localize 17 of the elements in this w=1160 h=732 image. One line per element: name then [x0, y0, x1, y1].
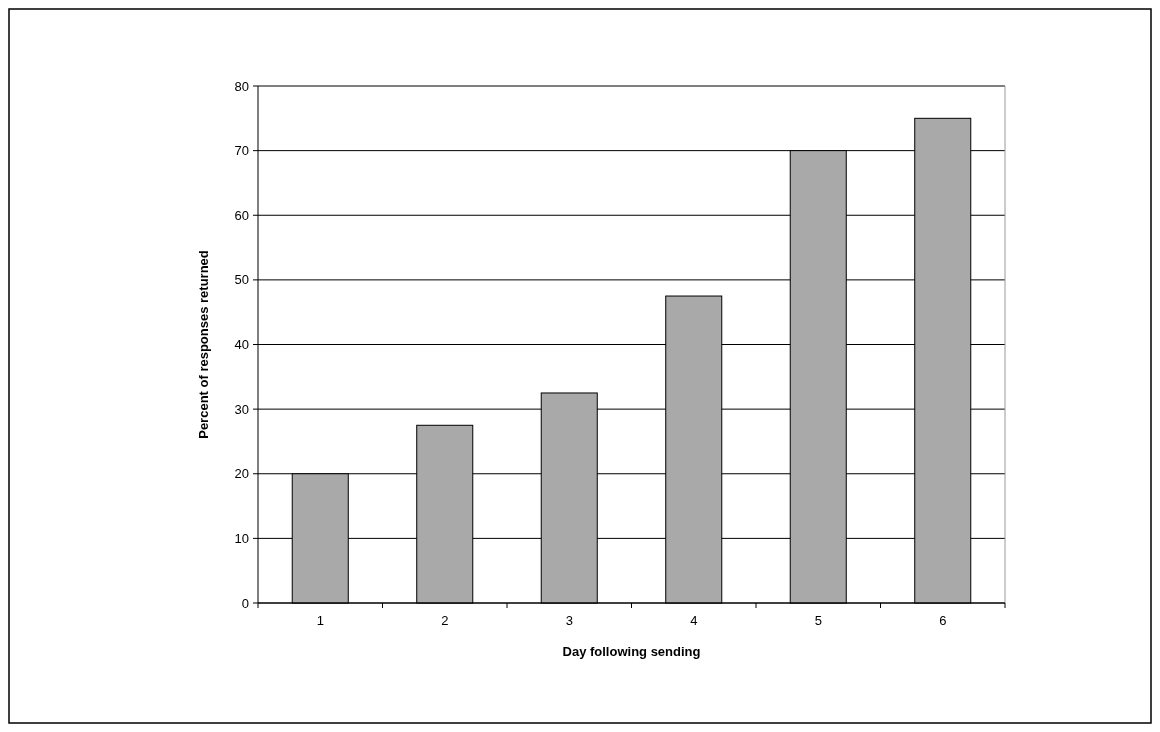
y-tick-label: 10 — [234, 530, 249, 546]
x-tick-label: 4 — [690, 613, 698, 628]
x-tick-label: 3 — [565, 613, 573, 628]
x-axis-title: Day following sending — [562, 644, 701, 659]
y-tick-label: 40 — [234, 337, 249, 353]
y-axis-title: Percent of responses returned — [196, 250, 211, 439]
x-tick-label: 1 — [316, 613, 324, 628]
x-tick-label: 6 — [939, 613, 947, 628]
y-tick-label: 0 — [241, 595, 249, 611]
x-tick-label: 2 — [441, 613, 449, 628]
y-tick-label: 20 — [234, 466, 249, 482]
y-tick-label: 50 — [234, 272, 249, 288]
y-tick-label: 70 — [234, 143, 249, 159]
y-tick-label: 80 — [234, 78, 249, 94]
x-tick-label: 5 — [814, 613, 822, 628]
y-tick-label: 60 — [234, 207, 249, 223]
y-tick-label: 30 — [234, 401, 249, 417]
